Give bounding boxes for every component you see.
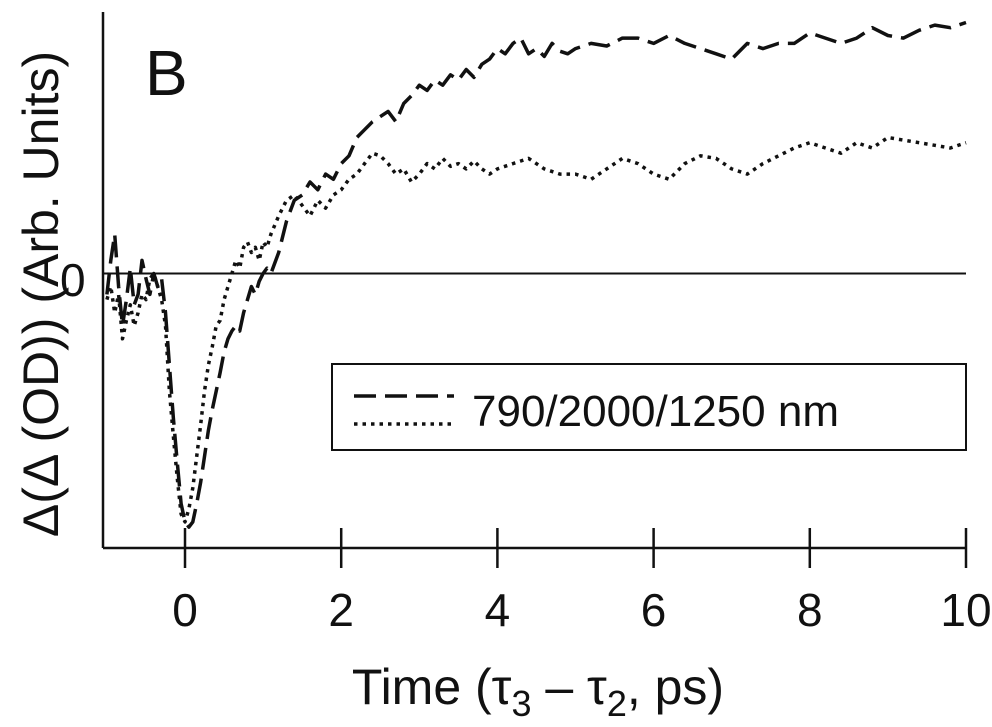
- x-axis-title: Time (τ3 – τ2, ps): [352, 659, 724, 724]
- axes: [101, 12, 966, 550]
- x-tick-label: 10: [940, 584, 991, 636]
- series-line-dotted: [105, 135, 967, 524]
- x-tick-label: 6: [641, 584, 667, 636]
- x-axis-title-sub2: 2: [607, 683, 627, 724]
- legend-box: [331, 363, 967, 451]
- x-tick-label: 4: [485, 584, 511, 636]
- x-tick-label: 2: [328, 584, 354, 636]
- x-tick-label: 8: [797, 584, 823, 636]
- x-axis-title-sub1: 3: [511, 683, 531, 724]
- y-zero-label: 0: [60, 254, 86, 306]
- legend-label: 790/2000/1250 nm: [472, 387, 839, 436]
- x-tick-label: 0: [172, 584, 198, 636]
- x-axis-title-pre: Time (τ: [352, 659, 512, 715]
- series-layer: [105, 20, 967, 529]
- panel-label: B: [145, 37, 188, 109]
- legend: 790/2000/1250 nm: [331, 363, 967, 451]
- x-axis-title-mid: – τ: [531, 659, 607, 715]
- y-axis-title: Δ(Δ (OD)) (Arb. Units): [13, 51, 69, 537]
- x-axis-title-post: , ps): [627, 659, 724, 715]
- x-ticks: 0 2 4 6 8 10: [172, 528, 992, 636]
- series-line-dashed: [105, 20, 967, 529]
